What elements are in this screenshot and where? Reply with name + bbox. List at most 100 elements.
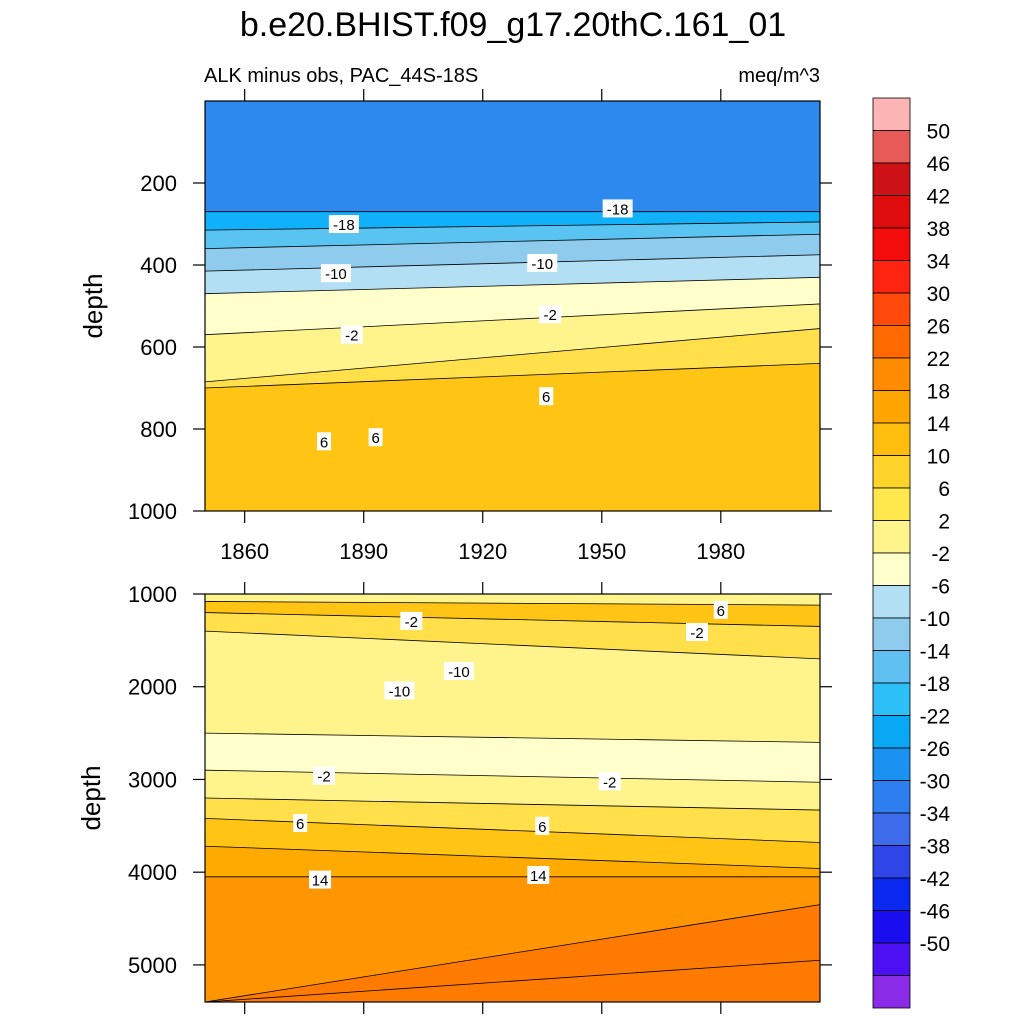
colorbar-swatch [872,747,911,781]
colorbar-tick-label: -30 [920,771,950,794]
contour-label: 6 [542,389,550,406]
colorbar-swatch [872,292,911,326]
chart-title: b.e20.BHIST.f09_g17.20thC.161_01 [240,6,786,44]
contour-line [205,797,820,811]
colorbar-tick-label: 30 [927,283,950,306]
contour-label-box [686,623,708,642]
colorbar-tick-label: -10 [920,608,950,631]
contour-field: 6 -2 -2 -10 -10 -2 -2 6 6 14 14 [205,594,820,1002]
contour-label: -2 [603,774,616,791]
contour-label: -10 [325,266,347,283]
colorbar-tick-label: 50 [927,121,950,144]
contour-line [205,904,820,1002]
x-tick-label: 1890 [339,539,388,564]
contour-field: -18 -18 -10 -10 -2 -2 6 6 6 [205,101,820,511]
contour-label: -18 [607,201,629,218]
contour-label: 14 [312,873,329,890]
colorbar-tick-label: 22 [927,348,950,371]
colorbar-swatch [872,520,911,554]
contour-label: 14 [530,868,547,885]
contour-label-box [602,199,633,218]
colorbar-swatch [872,715,911,749]
contour-label-box [598,772,621,791]
colorbar-tick-label: 26 [927,316,950,339]
contour-label-box [527,253,558,272]
colorbar-tick-label: 42 [927,186,950,209]
contour-line [205,845,820,869]
y-tick-label: 600 [140,335,177,360]
contour-label-box [340,325,363,344]
colorbar-tick-label: -22 [920,706,950,729]
colorbar-tick-label: 34 [927,251,951,274]
colorbar-swatch [872,130,911,164]
contour-label: 6 [717,603,725,620]
upper-left-label: ALK minus obs, PAC_44S-18S [204,65,478,87]
colorbar-tick-label: -2 [931,543,950,566]
colorbar-tick-label: 10 [927,446,950,469]
x-tick-label: 1950 [577,539,626,564]
contour-label: -10 [531,256,553,273]
contour-label-box [443,661,474,680]
contour-line [205,233,820,249]
colorbar-tick-label: -14 [920,641,951,664]
contour-label-box [539,387,554,406]
contour-label: 6 [296,816,304,833]
colorbar-swatch [872,325,911,359]
y-tick-label: 200 [140,171,177,196]
contour-label-box [713,600,728,619]
contour-label-box [313,766,336,785]
y-tick-label: 1000 [128,582,177,607]
contour-line [205,732,820,743]
contour-label: 6 [371,430,379,447]
contour-line [205,303,820,336]
colorbar-swatch [872,195,911,229]
colorbar-tick-label: 14 [927,413,951,436]
contour-label: -2 [544,307,557,324]
contour-line [205,612,820,627]
contour-line [205,363,820,389]
upper-right-label: meq/m^3 [738,65,820,87]
colorbar-tick-label: -38 [920,836,950,859]
colorbar-swatch [872,422,911,456]
contour-line [205,221,820,231]
contour-label-box [309,870,332,889]
colorbar-swatch [872,162,911,196]
contour-label-box [384,681,415,700]
y-tick-label: 5000 [128,953,177,978]
colorbar-swatch [872,390,911,424]
colorbar-tick-label: -46 [920,901,950,924]
y-tick-label: 800 [140,417,177,442]
contour-line [205,630,820,660]
colorbar-swatch [872,780,911,814]
colorbar-swatch [872,975,911,1009]
colorbar-tick-label: -42 [920,868,950,891]
contour-band [205,363,820,511]
colorbar-swatch [872,910,911,944]
y-tick-label: 2000 [128,675,177,700]
colorbar-swatch [872,812,911,846]
colorbar-swatch [872,260,911,294]
contour-label: -10 [389,683,411,700]
colorbar-tick-label: -18 [920,673,950,696]
contour-label: -2 [405,614,418,631]
contour-label-box [328,215,359,233]
y-tick-label: 3000 [128,767,177,792]
contour-label: -10 [448,664,470,681]
lower-panel: 6 -2 -2 -10 -10 -2 -2 6 6 14 14 1000 2000 3000 4000 500… [128,582,832,1014]
colorbar-swatch [872,617,911,651]
contour-label: -2 [690,625,703,642]
contour-line [205,254,820,272]
colorbar-tick-label: -26 [920,738,950,761]
lower-ylabel: depth [76,765,106,830]
y-tick-label: 400 [140,253,177,278]
contour-label-box [368,428,383,447]
colorbar-swatch [872,455,911,489]
upper-ylabel: depth [78,273,108,338]
contour-label: -2 [317,769,330,786]
contour-label-box [535,816,550,835]
x-tick-label: 1920 [458,539,507,564]
contour-label: 6 [320,434,328,451]
x-tick-label: 1980 [696,539,745,564]
colorbar-tick-label: -34 [920,803,951,826]
